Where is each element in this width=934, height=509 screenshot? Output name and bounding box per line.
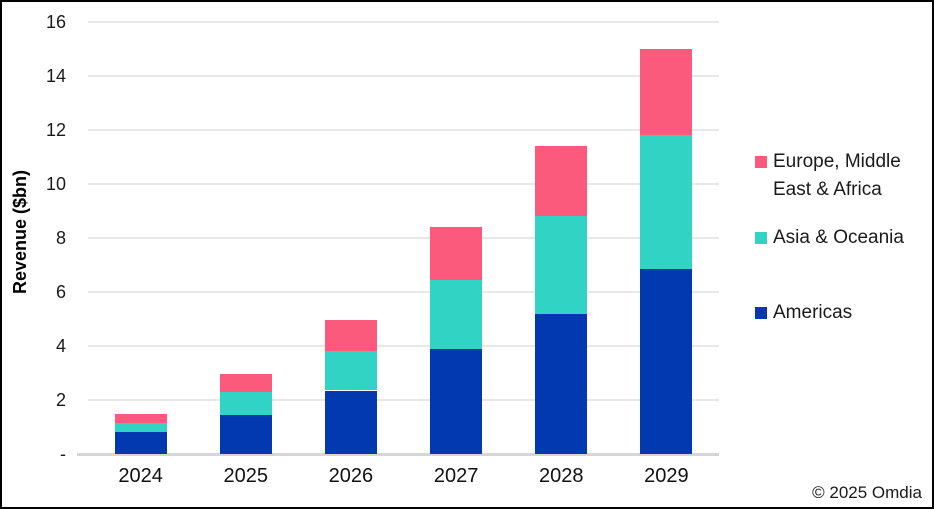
- legend-entry-asia-oceania: Asia & Oceania: [755, 224, 923, 252]
- x-axis-label-2027: 2027: [433, 465, 479, 487]
- y-tick-label: 16: [45, 12, 66, 32]
- y-tick-label: 8: [55, 228, 66, 248]
- bar-2026-asia-oceania: [324, 351, 377, 391]
- bar-2028-europe-middle-east-africa: [535, 146, 588, 217]
- bar-2024-americas: [114, 432, 167, 454]
- bar-2028-americas: [535, 313, 588, 454]
- x-axis-label-2026: 2026: [328, 465, 374, 487]
- legend-label: Europe, Middle East & Africa: [773, 151, 901, 200]
- bar-2026-americas: [324, 390, 377, 455]
- legend-label: Asia & Oceania: [773, 227, 904, 248]
- copyright-text: © 2025 Omdia: [812, 483, 922, 502]
- gridline-2: [88, 399, 719, 401]
- legend-entry-americas: Americas: [755, 299, 923, 327]
- y-tick-label: 4: [55, 336, 66, 356]
- y-tick-label: 12: [45, 120, 66, 140]
- bar-2024-europe-middle-east-africa: [114, 413, 167, 423]
- bar-2029-asia-oceania: [640, 135, 693, 270]
- bar-2025-americas: [219, 414, 272, 454]
- bar-2029-americas: [640, 269, 693, 454]
- bar-2028-asia-oceania: [535, 216, 588, 314]
- gridline-16: [88, 21, 719, 23]
- gridline-8: [88, 237, 719, 239]
- legend-swatch-icon: [755, 232, 767, 244]
- legend-entry-europe-middle-east-africa: Europe, Middle East & Africa: [755, 148, 923, 204]
- bar-2025-asia-oceania: [219, 391, 272, 415]
- gridline-12: [88, 129, 719, 131]
- y-tick-label: -: [60, 444, 66, 464]
- gridline-4: [88, 345, 719, 347]
- x-axis-label-2025: 2025: [223, 465, 268, 487]
- legend-swatch-icon: [755, 156, 767, 168]
- legend-swatch-icon: [755, 307, 767, 319]
- y-tick-label: 6: [55, 282, 66, 302]
- bar-2029-europe-middle-east-africa: [640, 49, 693, 136]
- y-tick-label: 14: [45, 66, 66, 86]
- gridline-14: [88, 75, 719, 77]
- x-axis-label-2029: 2029: [644, 465, 689, 487]
- bar-2025-europe-middle-east-africa: [219, 374, 272, 392]
- legend-label: Americas: [773, 302, 853, 323]
- x-axis-label-2024: 2024: [118, 465, 163, 487]
- bar-2024-asia-oceania: [114, 422, 167, 433]
- x-axis-label-2028: 2028: [538, 465, 584, 487]
- bar-2027-americas: [430, 348, 483, 454]
- gridline-6: [88, 291, 719, 293]
- y-tick-label: 2: [55, 390, 66, 410]
- y-tick-label: 10: [45, 174, 66, 194]
- x-axis-line: [77, 453, 719, 456]
- gridline-10: [88, 183, 719, 185]
- bar-2027-europe-middle-east-africa: [430, 227, 483, 280]
- bar-2027-asia-oceania: [430, 279, 483, 349]
- bar-2026-europe-middle-east-africa: [324, 320, 377, 352]
